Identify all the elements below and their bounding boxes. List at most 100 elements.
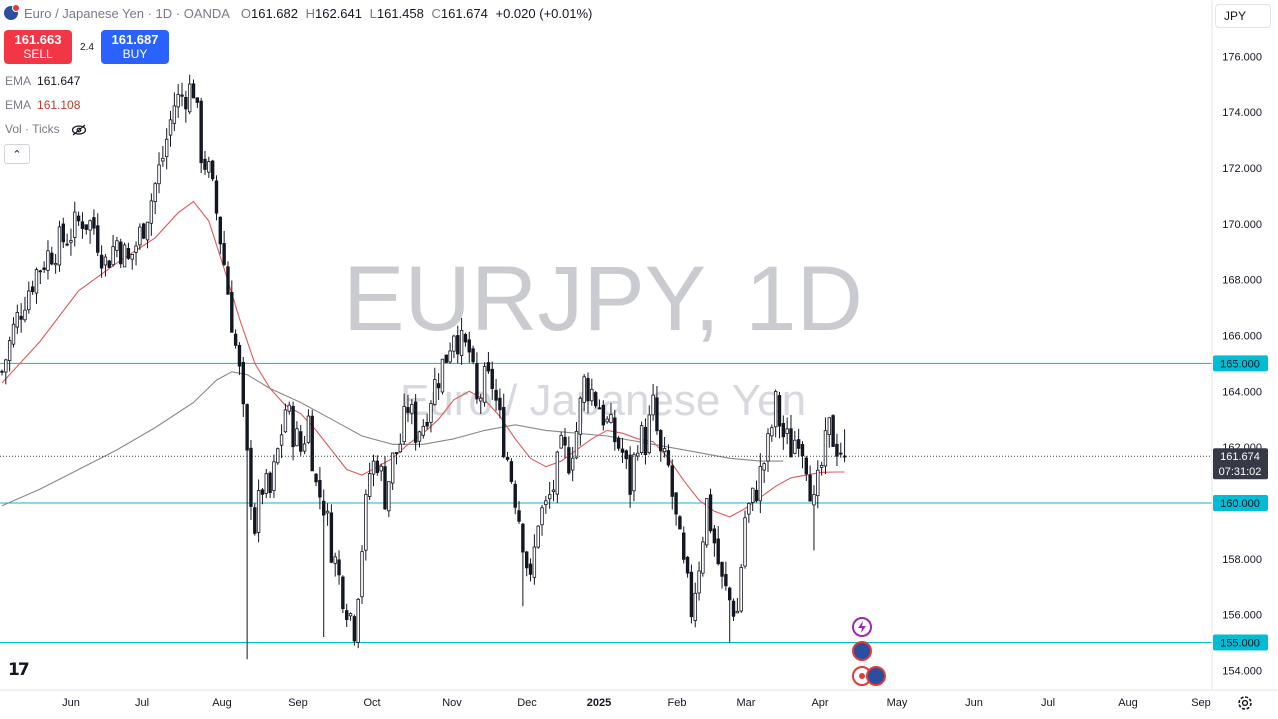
buy-price: 161.687: [111, 32, 159, 47]
x-tick-label: May: [887, 697, 908, 709]
gear-icon[interactable]: [1236, 694, 1254, 712]
x-tick-label: 2025: [587, 697, 611, 709]
candle: [800, 441, 805, 469]
candle-body: [720, 561, 724, 577]
x-tick-label: Jul: [135, 697, 149, 709]
candle: [134, 241, 138, 266]
candle: [712, 525, 717, 557]
candle-body: [15, 312, 20, 328]
candle-body: [226, 266, 230, 295]
candle: [601, 400, 606, 431]
current-price-label: 161.674: [1220, 451, 1260, 463]
candle: [659, 429, 663, 462]
x-tick-label: Jul: [1041, 697, 1055, 709]
lightning-event-icon[interactable]: [852, 617, 872, 637]
candle: [647, 405, 651, 455]
x-tick-label: Dec: [517, 697, 537, 709]
tradingview-logo[interactable]: 17: [8, 660, 30, 680]
high-value: 162.641: [315, 6, 362, 21]
candle-body: [796, 439, 801, 449]
candle: [398, 433, 403, 453]
candle: [796, 428, 801, 458]
eu-flag-event-icon[interactable]: [852, 641, 872, 661]
candle-body: [528, 563, 533, 575]
candle: [666, 444, 671, 468]
eye-hidden-icon[interactable]: [71, 124, 87, 136]
candle-body: [800, 444, 805, 457]
legend-volume[interactable]: Vol · Ticks: [5, 122, 87, 136]
x-tick-label: Sep: [1191, 697, 1211, 709]
candle-body: [199, 100, 203, 164]
legend-ema-slow[interactable]: EMA 161.108: [5, 98, 80, 112]
candle: [164, 128, 169, 170]
sell-button[interactable]: 161.663 SELL: [4, 30, 72, 64]
candle: [444, 354, 448, 363]
candle-body: [161, 157, 165, 162]
candle-body: [410, 404, 414, 414]
candle-body: [743, 517, 747, 567]
candle-body: [295, 428, 299, 447]
candle: [38, 269, 42, 285]
candle-body: [762, 463, 766, 471]
candle-body: [429, 403, 433, 423]
candle: [655, 386, 659, 435]
candle: [662, 436, 667, 458]
candle-body: [540, 507, 544, 526]
candle-body: [448, 350, 452, 363]
eu-flag-event-icon-2[interactable]: [866, 666, 886, 686]
volume-label: Vol · Ticks: [5, 122, 60, 136]
candle-body: [50, 252, 54, 265]
candle-body: [613, 417, 617, 443]
candle-body: [367, 473, 372, 497]
candle-body: [819, 464, 824, 468]
candle-body: [264, 473, 268, 494]
candle: [260, 487, 265, 505]
close-label: C: [431, 6, 441, 21]
symbol-title[interactable]: Euro / Japanese Yen · 1D · OANDA: [24, 6, 230, 21]
candle-body: [551, 489, 556, 492]
candle: [570, 446, 575, 482]
buy-button[interactable]: 161.687 BUY: [101, 30, 169, 64]
high-label: H: [305, 6, 315, 21]
candle-body: [103, 256, 108, 266]
candle-body: [793, 439, 797, 454]
candle: [812, 485, 816, 551]
candle-body: [84, 224, 88, 230]
candle-body: [387, 481, 391, 512]
candle-body: [724, 574, 728, 587]
candle: [11, 317, 16, 348]
candle: [720, 561, 724, 589]
candle: [356, 597, 360, 649]
candle: [322, 489, 326, 637]
currency-selector[interactable]: JPY: [1215, 4, 1271, 28]
candle: [597, 399, 602, 410]
legend-ema-fast[interactable]: EMA 161.647: [5, 74, 80, 88]
watermark-title: EURJPY, 1D: [343, 248, 863, 350]
candle-body: [590, 388, 594, 402]
candle-body: [597, 407, 602, 410]
x-tick-label: Oct: [363, 697, 380, 709]
candle: [547, 481, 552, 509]
candles: [0, 74, 847, 660]
candle-body: [536, 525, 540, 548]
candle-body: [218, 216, 223, 245]
candle: [0, 369, 4, 376]
candle-body: [486, 362, 491, 372]
candle-body: [122, 244, 127, 268]
candle-body: [440, 358, 445, 393]
candle: [103, 253, 108, 277]
candle: [157, 152, 161, 194]
candle: [590, 378, 594, 406]
candle: [498, 388, 502, 419]
collapse-legend-button[interactable]: ⌃: [4, 144, 30, 164]
symbol-header: Euro / Japanese Yen · 1D · OANDA O161.68…: [4, 4, 592, 21]
candle: [379, 463, 383, 482]
candle: [835, 433, 839, 467]
candle: [842, 429, 847, 463]
candle-body: [310, 415, 314, 472]
candle: [762, 462, 766, 483]
candle: [76, 211, 81, 226]
candle: [7, 336, 12, 372]
